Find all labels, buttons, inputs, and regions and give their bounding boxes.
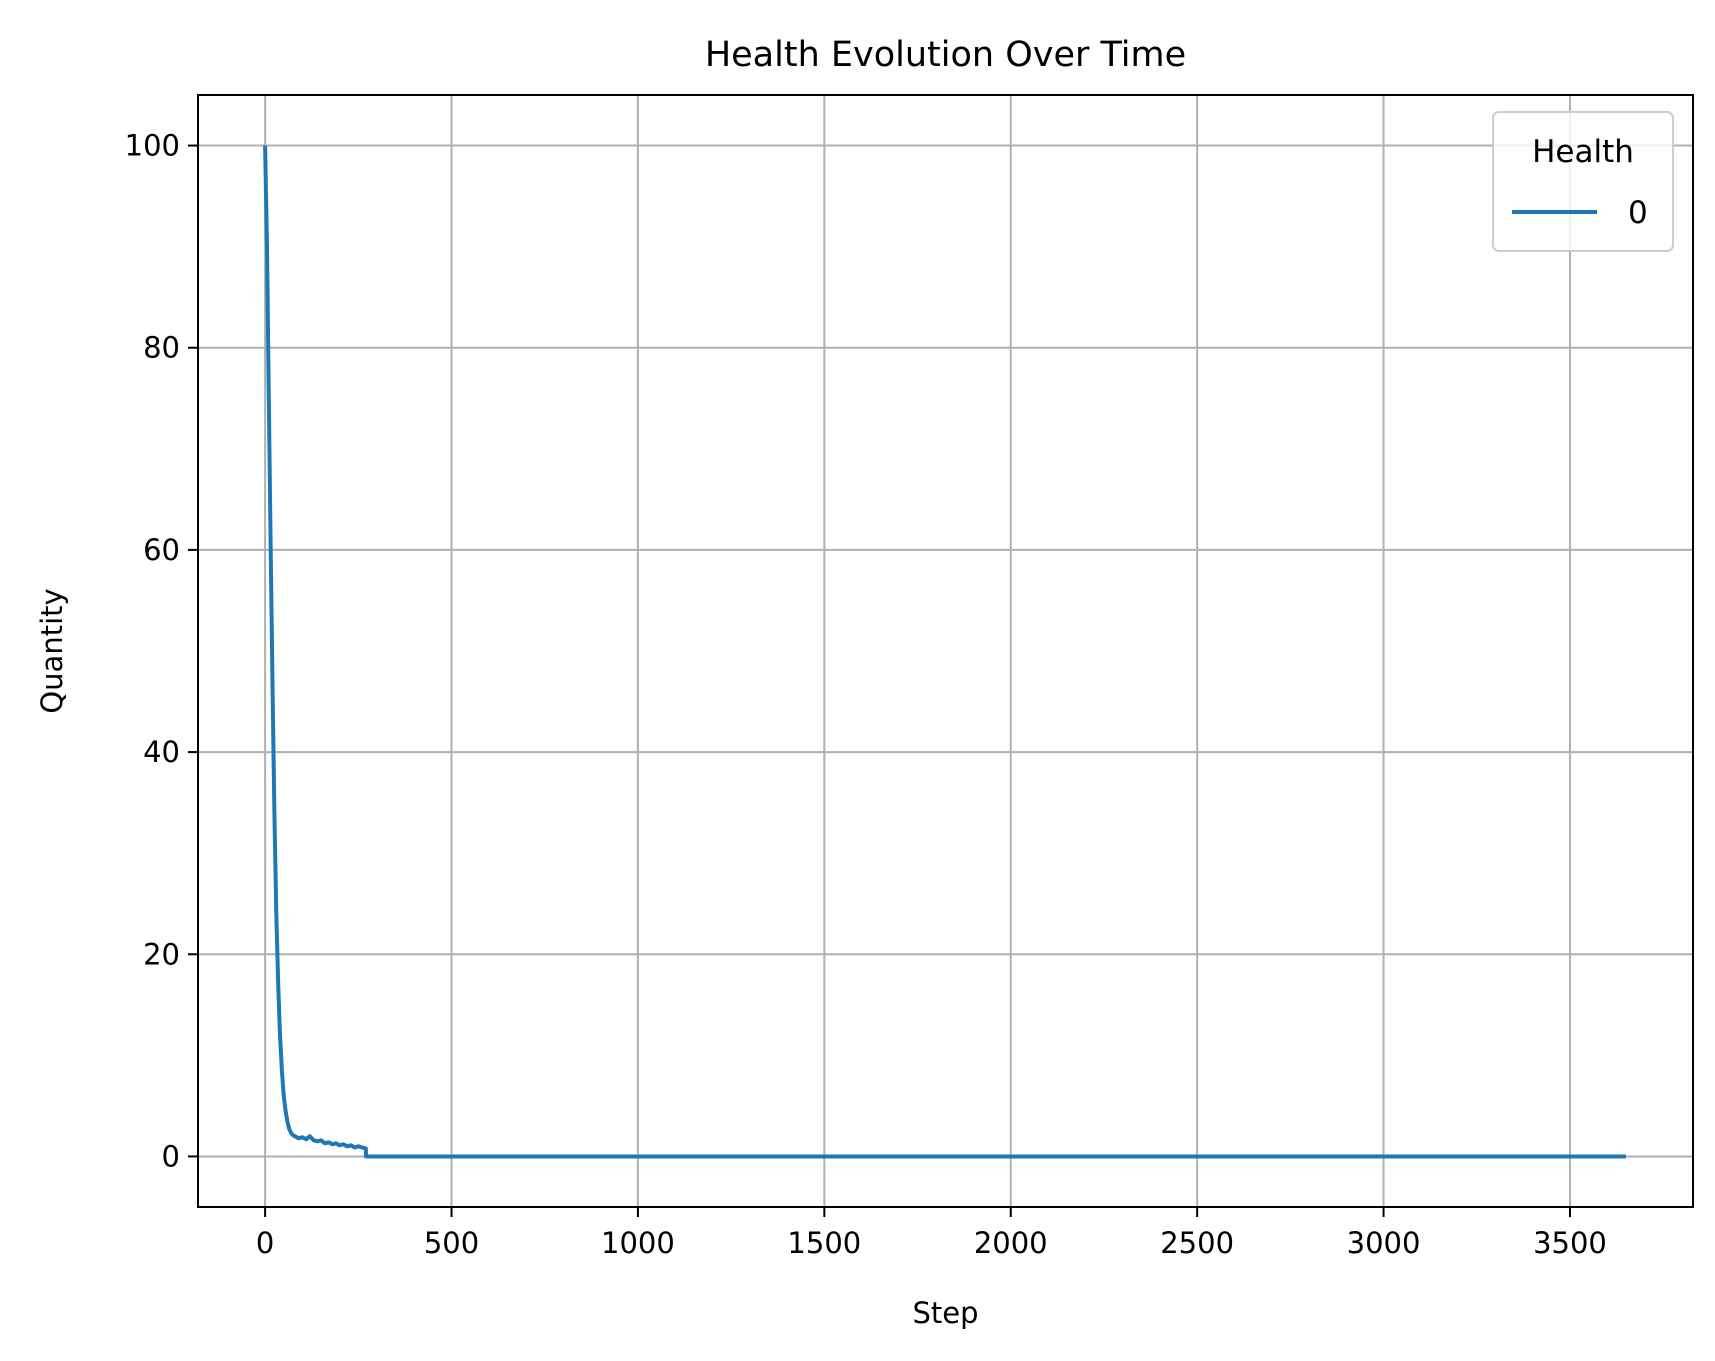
x-tick-label: 1000 [601,1226,675,1260]
series-layer [263,145,1626,1159]
y-axis-title: Quantity [35,588,69,713]
legend-label-series-0: 0 [1628,195,1648,231]
x-axis-title: Step [912,1296,978,1330]
x-tick-label: 3000 [1347,1226,1421,1260]
chart-title: Health Evolution Over Time [705,35,1186,75]
y-tick-label: 20 [143,937,180,971]
x-tick-label: 2000 [974,1226,1048,1260]
y-tick-label: 0 [162,1139,180,1173]
y-tick-label: 40 [143,735,180,769]
y-tick-label: 100 [125,129,180,163]
legend-title: Health [1532,134,1634,170]
x-tick-label: 500 [424,1226,479,1260]
legend-box [1492,111,1674,252]
legend: Health 0 [1492,111,1674,252]
series-line-0 [263,145,1626,1159]
plot-frame [197,94,1694,1208]
y-tick-label: 60 [143,533,180,567]
ticks: 0 500 1000 1500 2000 2500 3000 3500 0 20 40 60 80 100 [125,129,1607,1260]
x-tick-label: 1500 [787,1226,861,1260]
y-tick-label: 80 [143,331,180,365]
x-tick-label: 2500 [1160,1226,1234,1260]
x-tick-label: 3500 [1533,1226,1607,1260]
x-tick-label: 0 [256,1226,274,1260]
